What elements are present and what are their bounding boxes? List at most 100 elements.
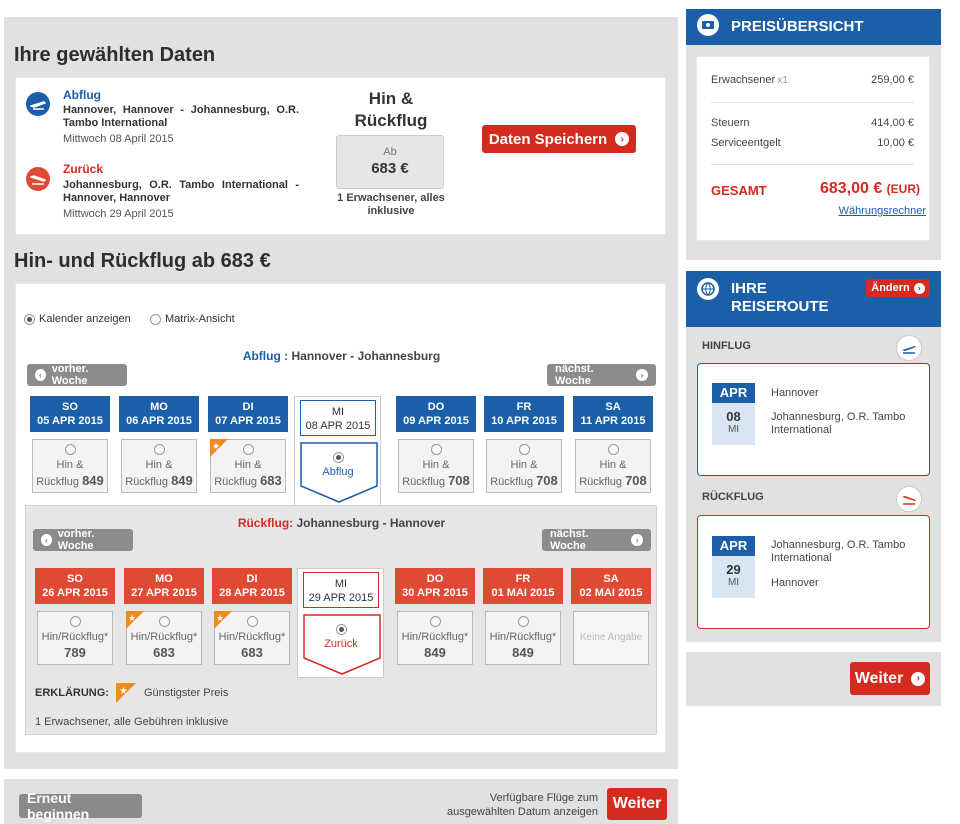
day-date: 28 APR 2015 — [219, 587, 285, 599]
day-dow: MO — [150, 401, 168, 413]
day-date: 05 APR 2015 — [37, 415, 103, 427]
radio-icon[interactable] — [430, 444, 442, 455]
itinerary-title-line2: REISEROUTE — [731, 298, 829, 315]
outbound-day-4[interactable]: DO 09 APR 2015 Hin & Rückflug 708 — [396, 396, 476, 501]
outbound-prev-week-button[interactable]: ‹ vorher. Woche — [27, 363, 127, 387]
day-line1: Hin & — [145, 459, 173, 471]
day-price-box[interactable]: Hin/Rückflug* 683 ★ — [214, 611, 290, 665]
chevron-right-icon: › — [913, 282, 925, 294]
currency-converter-link[interactable]: Währungsrechner — [838, 205, 926, 217]
adult-count: x1 — [777, 75, 788, 86]
return-date-badge: APR 29 MI — [712, 536, 755, 598]
total-currency: (EUR) — [886, 182, 920, 196]
day-price-box[interactable]: Hin & Rückflug 849 — [121, 439, 197, 493]
cheapest-star-icon: ★ — [214, 611, 232, 629]
day-price: 683 — [153, 645, 175, 660]
return-day-1[interactable]: MO 27 APR 2015 Hin/Rückflug* 683 ★ — [124, 568, 204, 673]
outbound-next-week-button[interactable]: nächst. Woche › — [547, 363, 656, 387]
svg-text:★: ★ — [216, 614, 224, 624]
day-price-box[interactable]: Hin/Rückflug* 789 — [37, 611, 113, 665]
day-price-box[interactable]: Hin/Rückflug* 849 — [485, 611, 561, 665]
return-to: Hannover — [771, 577, 819, 589]
day-header: MI 29 APR 2015 — [303, 572, 379, 608]
summary-panel: Abflug Hannover, Hannover - Johannesburg… — [15, 77, 666, 235]
day-price: 849 — [512, 645, 534, 660]
radio-icon[interactable] — [246, 616, 258, 627]
day-dow: MI — [334, 578, 348, 590]
outbound-month: APR — [712, 383, 755, 403]
outbound-day-0[interactable]: SO 05 APR 2015 Hin & Rückflug 849 — [30, 396, 110, 501]
return-day-3[interactable]: MI 29 APR 2015 Zurück — [297, 568, 384, 678]
day-price-box[interactable]: Hin/Rückflug* 683 ★ — [126, 611, 202, 665]
tax-label: Steuern — [711, 117, 750, 129]
side-next-button[interactable]: Weiter › — [850, 662, 930, 695]
outbound-day-6[interactable]: SA 11 APR 2015 Hin & Rückflug 708 — [573, 396, 653, 501]
restart-button[interactable]: Erneut beginnen — [19, 790, 142, 822]
day-line2: Rückflug — [36, 476, 80, 488]
radio-icon[interactable] — [64, 444, 76, 455]
return-day-0[interactable]: SO 26 APR 2015 Hin/Rückflug* 789 — [35, 568, 115, 673]
radio-icon — [336, 624, 347, 635]
return-day-5[interactable]: FR 01 MAI 2015 Hin/Rückflug* 849 — [483, 568, 563, 673]
outbound-day-3[interactable]: MI 08 APR 2015 Abflug — [294, 396, 381, 506]
day-price-box[interactable]: Hin & Rückflug 708 — [575, 439, 651, 493]
day-line1: Hin/Rückflug* — [489, 631, 557, 643]
chevron-right-icon: › — [631, 534, 643, 546]
radio-icon[interactable] — [242, 444, 254, 455]
view-calendar-radio[interactable]: Kalender anzeigen — [24, 313, 131, 325]
radio-icon[interactable] — [517, 616, 529, 627]
day-dow: FR — [515, 573, 531, 585]
day-price-box[interactable]: Keine Angabe — [573, 611, 649, 665]
return-date: Mittwoch 29 April 2015 — [63, 208, 174, 220]
calendar-panel: Kalender anzeigen Matrix-Ansicht Abflug … — [15, 283, 666, 753]
return-next-week-button[interactable]: nächst. Woche › — [542, 528, 651, 552]
return-day-4[interactable]: DO 30 APR 2015 Hin/Rückflug* 849 — [395, 568, 475, 673]
day-dow: SO — [67, 573, 83, 585]
radio-icon — [333, 452, 344, 463]
save-data-button[interactable]: Daten Speichern › — [482, 125, 636, 153]
money-icon — [697, 14, 719, 36]
day-date: 08 APR 2015 — [305, 420, 371, 432]
return-prev-week-button[interactable]: ‹ vorher. Woche — [33, 528, 133, 552]
day-header: SA 02 MAI 2015 — [571, 568, 651, 604]
day-header: MI 08 APR 2015 — [300, 400, 376, 436]
trip-type: Hin & Rückflug — [354, 89, 428, 130]
outbound-day-5[interactable]: FR 10 APR 2015 Hin & Rückflug 708 — [484, 396, 564, 501]
day-date: 06 APR 2015 — [126, 415, 192, 427]
day-date: 01 MAI 2015 — [491, 587, 555, 599]
day-line1: Hin/Rückflug* — [218, 631, 286, 643]
return-day-2[interactable]: DI 28 APR 2015 Hin/Rückflug* 683 ★ — [212, 568, 292, 673]
radio-icon — [150, 313, 161, 325]
day-line1: Hin/Rückflug* — [41, 631, 109, 643]
outbound-heading-route: Hannover - Johannesburg — [291, 349, 441, 363]
day-price-box[interactable]: Hin & Rückflug 683 ★ — [210, 439, 286, 493]
view-matrix-radio[interactable]: Matrix-Ansicht — [150, 313, 235, 325]
radio-icon[interactable] — [429, 616, 441, 627]
day-price-box[interactable]: Hin & Rückflug 849 — [32, 439, 108, 493]
day-header: SA 11 APR 2015 — [573, 396, 653, 432]
next-week-label: nächst. Woche — [550, 528, 589, 552]
day-price-box[interactable]: Hin & Rückflug 708 — [398, 439, 474, 493]
radio-icon[interactable] — [607, 444, 619, 455]
selected-day-card: Abflug — [300, 442, 378, 503]
day-price-box[interactable]: Hin/Rückflug* 849 — [397, 611, 473, 665]
return-day-6[interactable]: SA 02 MAI 2015 Keine Angabe — [571, 568, 651, 673]
adult-label: Erwachsener x1 — [711, 74, 788, 86]
outbound-day-1[interactable]: MO 06 APR 2015 Hin & Rückflug 849 — [119, 396, 199, 501]
radio-icon[interactable] — [153, 444, 165, 455]
day-price-box[interactable]: Hin & Rückflug 708 — [486, 439, 562, 493]
radio-icon[interactable] — [158, 616, 170, 627]
total-label: GESAMT — [711, 183, 767, 198]
day-price: 708 — [625, 473, 647, 488]
radio-icon[interactable] — [69, 616, 81, 627]
legend-text: Günstigster Preis — [144, 687, 229, 699]
itinerary-title-line1: IHRE — [731, 280, 767, 297]
day-dow: SA — [603, 573, 619, 585]
change-button[interactable]: Ändern › — [866, 279, 930, 297]
footer-next-button[interactable]: Weiter — [607, 788, 667, 820]
chevron-right-icon: › — [911, 671, 926, 686]
selected-day-card: Zurück — [303, 614, 381, 675]
radio-icon[interactable] — [518, 444, 530, 455]
plane-arrival-icon — [26, 167, 50, 191]
outbound-day-2[interactable]: DI 07 APR 2015 Hin & Rückflug 683 ★ — [208, 396, 288, 501]
